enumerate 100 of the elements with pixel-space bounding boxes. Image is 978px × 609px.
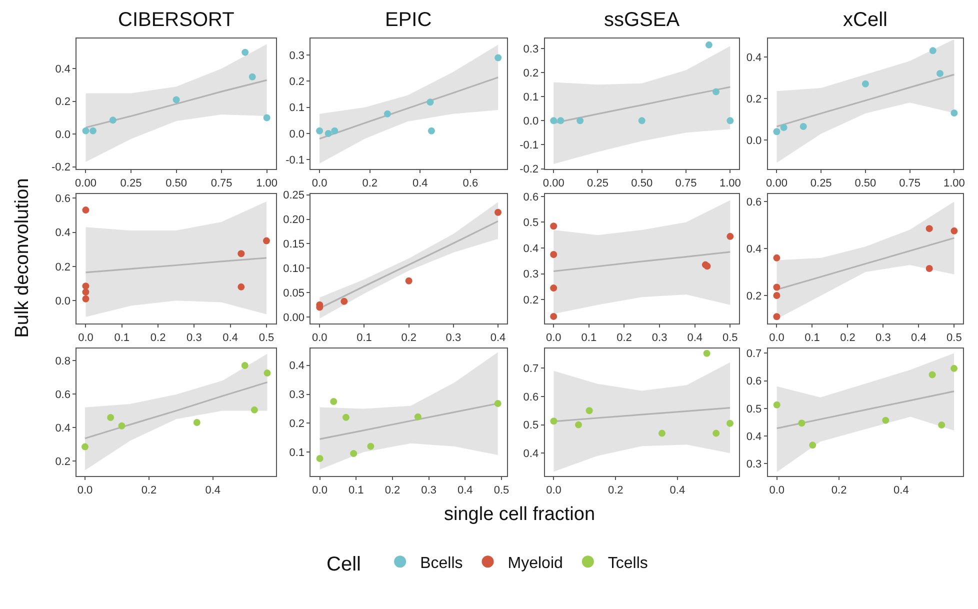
x-tick-label: 0.0 — [769, 484, 785, 496]
x-tick-label: 0.3 — [421, 484, 436, 496]
y-tick-label: 0.2 — [523, 294, 539, 307]
y-tick-label: 0.5 — [746, 403, 762, 416]
x-tick-label: 0.25 — [587, 177, 608, 190]
y-tick-label: 0.4 — [55, 422, 70, 434]
point — [172, 96, 180, 104]
y-tick-label: 0.0 — [55, 128, 70, 141]
point — [82, 127, 90, 134]
point — [638, 117, 646, 124]
point — [82, 288, 90, 296]
x-tick-label: 0.3 — [186, 332, 202, 344]
y-tick-label: 0.4 — [746, 52, 762, 64]
point — [82, 443, 89, 450]
x-tick-label: 1.00 — [719, 177, 741, 190]
point — [193, 418, 200, 426]
legend-label: Tcells — [608, 554, 648, 572]
point — [248, 73, 256, 80]
chart-title: ssGSEA — [604, 9, 680, 31]
x-tick-label: 0.5 — [946, 332, 962, 344]
y-tick-label: 0.4 — [55, 227, 70, 240]
y-tick-label: -0.2 — [520, 164, 539, 176]
y-tick-label: 0.8 — [55, 355, 70, 368]
point — [780, 124, 788, 131]
point — [576, 117, 584, 124]
x-tick-label: 0.5 — [494, 484, 510, 496]
point — [109, 116, 116, 124]
y-tick-label: 0.2 — [523, 67, 539, 80]
point — [950, 227, 958, 234]
point — [340, 298, 348, 305]
point — [798, 420, 806, 427]
point — [926, 264, 933, 272]
point — [658, 430, 666, 437]
point — [773, 401, 780, 408]
line-series — [776, 74, 955, 128]
x-tick-label: 0.2 — [362, 177, 378, 190]
x-tick-label: 0.1 — [804, 332, 820, 344]
point — [726, 232, 734, 240]
point — [263, 114, 270, 122]
point — [242, 48, 249, 56]
y-tick-label: 0.0 — [55, 295, 70, 308]
y-tick-label: 0.1 — [289, 446, 305, 459]
x-tick-label: 0.4 — [687, 332, 702, 344]
x-tick-label: 0.0 — [546, 484, 562, 496]
y-tick-label: 0.1 — [523, 91, 539, 104]
y-tick-label: 0.2 — [55, 456, 70, 468]
x-tick-label: 0.3 — [446, 332, 462, 344]
x-tick-label: 0.0 — [312, 484, 328, 496]
y-tick-label: 0.5 — [523, 217, 539, 230]
y-tick-label: 0.6 — [55, 192, 70, 205]
point — [264, 370, 271, 377]
point — [950, 109, 958, 116]
point — [384, 110, 391, 118]
x-tick-label: 0.6 — [462, 177, 478, 190]
point — [773, 284, 780, 291]
x-tick-label: 0.00 — [766, 177, 788, 190]
point — [773, 128, 780, 136]
x-tick-label: 0.75 — [675, 177, 697, 190]
x-tick-label: 0.0 — [769, 332, 784, 344]
point — [550, 222, 558, 230]
chart-title: xCell — [843, 9, 888, 31]
legend-label: Bcells — [420, 554, 463, 572]
x-tick-label: 0.2 — [616, 332, 632, 344]
y-tick-label: 0.2 — [746, 290, 762, 302]
point — [238, 250, 245, 258]
line-series — [84, 381, 268, 440]
x-tick-label: 0.75 — [210, 177, 232, 190]
y-tick-label: -0.2 — [52, 162, 70, 174]
point — [773, 292, 780, 299]
point — [950, 364, 958, 372]
point — [586, 407, 593, 414]
point — [324, 130, 332, 137]
x-tick-label: 0.0 — [312, 332, 328, 344]
point — [316, 454, 324, 462]
point — [550, 117, 558, 124]
point — [367, 442, 374, 450]
x-tick-label: 0.50 — [854, 177, 876, 190]
point — [107, 414, 114, 421]
y-tick-label: 0.6 — [55, 388, 70, 401]
point — [705, 41, 712, 48]
y-tick-label: 0.3 — [523, 268, 539, 281]
point — [929, 47, 936, 54]
x-tick-label: 0.2 — [608, 484, 624, 496]
point — [405, 277, 412, 284]
point — [726, 420, 734, 427]
point — [262, 237, 270, 244]
y-tick-label: 0.7 — [523, 362, 539, 375]
y-tick-label: 0.3 — [746, 458, 762, 471]
y-tick-label: 0.2 — [289, 418, 305, 430]
y-tick-label: -0.1 — [520, 140, 539, 152]
y-tick-label: 0.7 — [746, 348, 762, 360]
point — [726, 117, 734, 124]
line-series — [776, 390, 955, 430]
y-tick-label: -0.1 — [286, 154, 305, 166]
x-tick-label: 0.0 — [312, 177, 328, 190]
x-tick-label: 0.50 — [631, 177, 653, 190]
x-tick-label: 0.75 — [899, 177, 921, 190]
x-tick-label: 0.3 — [652, 332, 668, 344]
x-tick-label: 0.1 — [356, 332, 372, 344]
chart-title: CIBERSORT — [118, 9, 234, 31]
